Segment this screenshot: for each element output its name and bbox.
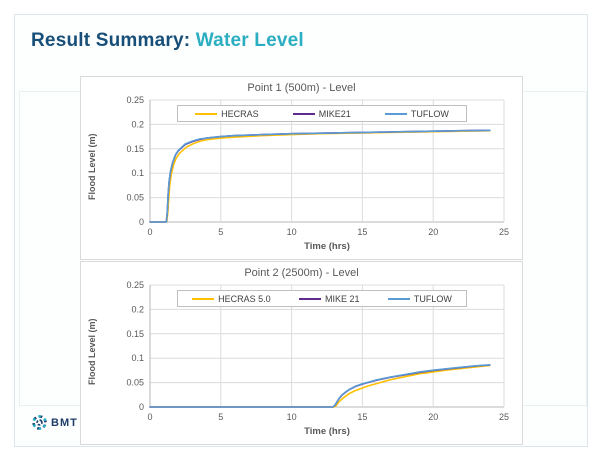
chart1-legend: HECRAS MIKE21 TUFLOW	[177, 105, 467, 122]
tuflow-line-swatch	[384, 112, 407, 115]
svg-text:0.25: 0.25	[126, 95, 144, 105]
legend-item-mike21: MIKE21	[292, 108, 351, 119]
legend-label-mike-21: MIKE 21	[325, 293, 360, 304]
svg-text:0: 0	[147, 412, 152, 422]
page-title: Result Summary: Water Level	[31, 30, 304, 52]
tuflow2-line-swatch	[387, 297, 410, 300]
legend-item-tuflow2: TUFLOW	[387, 293, 452, 304]
svg-text:0.2: 0.2	[131, 119, 144, 129]
chart-point1-500m: 0 0.05 0.1 0.15 0.2 0.25 0 5 10 15 20 25 Point 1 (5…	[80, 76, 523, 260]
svg-text:5: 5	[218, 412, 223, 422]
svg-text:5: 5	[218, 227, 223, 237]
svg-text:10: 10	[287, 412, 297, 422]
hecras50-line-swatch	[192, 297, 215, 300]
chart2-legend: HECRAS 5.0 MIKE 21 TUFLOW	[177, 290, 467, 307]
bmt-swirl-icon	[31, 414, 48, 431]
chart1-title: Point 1 (500m) - Level	[247, 82, 356, 94]
svg-text:20: 20	[428, 227, 438, 237]
svg-text:15: 15	[357, 227, 367, 237]
svg-text:0: 0	[139, 402, 144, 412]
legend-label-hecras: HECRAS	[221, 108, 259, 119]
bmt-logo-text: BMT	[51, 416, 78, 429]
legend-item-mike-21: MIKE 21	[299, 294, 360, 304]
legend-item-hecras: HECRAS	[195, 109, 259, 119]
chart-point2-2500m: 0 0.05 0.1 0.15 0.2 0.25 0 5 10 15 20 25 Point 2 (2…	[80, 261, 523, 445]
legend-label-tuflow2: TUFLOW	[413, 293, 452, 304]
mike-21-line-swatch	[299, 297, 321, 300]
svg-text:0: 0	[139, 217, 144, 227]
hecras-line-swatch	[195, 112, 218, 115]
legend-label-hecras50: HECRAS 5.0	[218, 293, 271, 304]
svg-text:0.15: 0.15	[126, 144, 144, 154]
svg-text:10: 10	[287, 227, 297, 237]
svg-text:20: 20	[428, 412, 438, 422]
svg-text:15: 15	[357, 412, 367, 422]
svg-text:0: 0	[147, 227, 152, 237]
chart2-plot-area: 0 0.05 0.1 0.15 0.2 0.25 0 5 10 15 20 25	[126, 280, 509, 422]
chart1-x-axis-label: Time (hrs)	[304, 241, 350, 252]
svg-text:0.05: 0.05	[126, 378, 144, 388]
svg-text:0.1: 0.1	[131, 353, 144, 363]
legend-label-tuflow: TUFLOW	[410, 108, 449, 119]
chart2-y-axis-label: Flood Level (m)	[87, 318, 97, 386]
svg-text:25: 25	[499, 412, 509, 422]
svg-text:0.15: 0.15	[126, 329, 144, 339]
chart2-x-axis-label: Time (hrs)	[304, 426, 350, 437]
chart1-y-axis-label: Flood Level (m)	[87, 133, 97, 201]
page-title-highlight: Water Level	[195, 30, 304, 51]
legend-item-tuflow: TUFLOW	[384, 108, 449, 119]
svg-text:0.25: 0.25	[126, 280, 144, 290]
svg-text:0.05: 0.05	[126, 193, 144, 203]
legend-item-hecras50: HECRAS 5.0	[192, 294, 271, 304]
svg-text:25: 25	[499, 227, 509, 237]
chart1-plot-area: 0 0.05 0.1 0.15 0.2 0.25 0 5 10 15 20 25	[126, 95, 509, 237]
slide: Result Summary: Water Level BMT W 00.050…	[14, 14, 588, 447]
mike21-line-swatch	[292, 112, 315, 115]
page-title-prefix: Result Summary:	[31, 30, 196, 51]
svg-text:0.2: 0.2	[131, 304, 144, 314]
legend-label-mike21: MIKE21	[318, 108, 351, 119]
chart2-title: Point 2 (2500m) - Level	[244, 267, 359, 279]
svg-text:0.1: 0.1	[131, 168, 144, 178]
